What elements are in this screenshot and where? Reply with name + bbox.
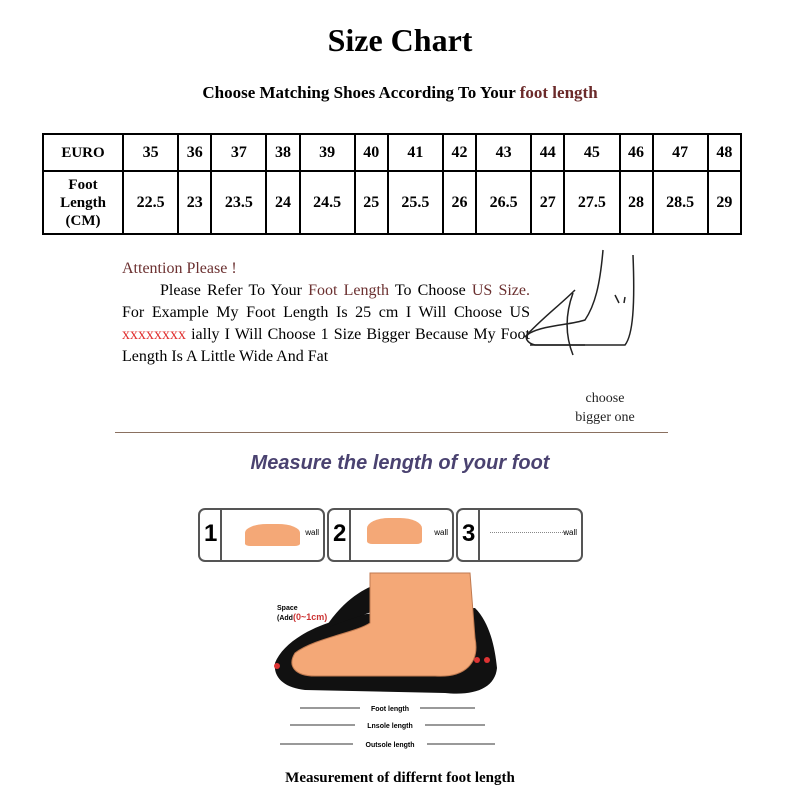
foot-length-cell: 27 [530, 170, 566, 235]
euro-size-cell: 48 [706, 133, 743, 172]
wall-label: wall [305, 528, 319, 537]
foot-length-cell: 22.5 [121, 170, 180, 235]
foot-length-cell: 29 [706, 170, 743, 235]
attention-body: Please Refer To Your Foot Length To Choo… [122, 282, 531, 365]
step-number: 3 [462, 520, 476, 547]
foot-length-cell: 25.5 [386, 170, 444, 235]
euro-size-cell: 42 [441, 133, 478, 172]
foot-length-cell: 26.5 [475, 170, 533, 235]
subtitle: Choose Matching Shoes According To Your … [0, 83, 800, 103]
foot-length-header: Foot Length (CM) [42, 170, 124, 235]
euro-size-cell: 38 [265, 133, 301, 172]
foot-sketch-icon [524, 249, 635, 356]
foot-length-cell: 28.5 [651, 170, 709, 235]
euro-header: EURO [42, 133, 124, 172]
foot-length-cell: 25 [353, 170, 389, 235]
step-number: 2 [333, 520, 347, 547]
choose-bigger-note: choose bigger one [575, 391, 635, 425]
measure-heading: Measure the length of your foot [250, 452, 550, 474]
subtitle-text: Choose Matching Shoes According To Your [202, 83, 520, 102]
table-row: EURO 35 36 37 38 39 40 41 42 43 44 45 46 47 48 [42, 133, 743, 172]
euro-size-cell: 41 [386, 133, 444, 172]
ruler-icon [490, 532, 565, 533]
euro-size-cell: 36 [177, 133, 213, 172]
measure-step-2: 2 wall [327, 508, 454, 562]
euro-size-cell: 44 [530, 133, 566, 172]
wall-label: wall [563, 528, 577, 537]
euro-size-cell: 39 [298, 133, 356, 172]
add-label: (Add(0~1cm) [277, 612, 327, 622]
foot-length-cell: 24.5 [298, 170, 356, 235]
wall-label: wall [434, 528, 448, 537]
divider [115, 432, 668, 433]
insole-length-label: Lnsole length [367, 723, 413, 730]
foot-length-cell: 27.5 [563, 170, 621, 235]
euro-size-cell: 45 [563, 133, 621, 172]
shoe-diagram: Space (Add(0~1cm) Foot length Lnsole len… [274, 572, 497, 750]
foot-length-cell: 26 [441, 170, 478, 235]
attention-heading: Attention Please ! [122, 260, 237, 277]
euro-size-cell: 43 [475, 133, 533, 172]
euro-size-cell: 47 [651, 133, 709, 172]
foot-length-cell: 23.5 [210, 170, 268, 235]
foot-length-cell: 23 [177, 170, 213, 235]
outsole-length-label: Outsole length [366, 742, 415, 749]
step-number: 1 [204, 520, 218, 547]
subtitle-highlight: foot length [519, 83, 598, 102]
foot-length-cell: 24 [265, 170, 301, 235]
table-row: Foot Length (CM) 22.5 23 23.5 24 24.5 25 25.5 26 26… [42, 170, 743, 235]
caption: Measurement of differnt foot length [285, 770, 515, 786]
euro-size-cell: 40 [353, 133, 389, 172]
space-label: Space [277, 605, 298, 612]
attention-note: Attention Please ! Please Refer To Your … [122, 258, 530, 368]
page-title: Size Chart [327, 22, 473, 58]
measure-step-3: 3 wall [456, 508, 583, 562]
foot-length-cell: 28 [618, 170, 654, 235]
size-table: EURO 35 36 37 38 39 40 41 42 43 44 45 46 47 48 Foot Len… [42, 133, 743, 235]
foot-length-label: Foot length [371, 706, 409, 713]
foot-icon [291, 572, 477, 677]
euro-size-cell: 35 [121, 133, 180, 172]
euro-size-cell: 37 [210, 133, 268, 172]
foot-icon [245, 524, 300, 546]
euro-size-cell: 46 [618, 133, 654, 172]
measure-step-1: 1 wall [198, 508, 325, 562]
foot-icon [367, 518, 422, 544]
